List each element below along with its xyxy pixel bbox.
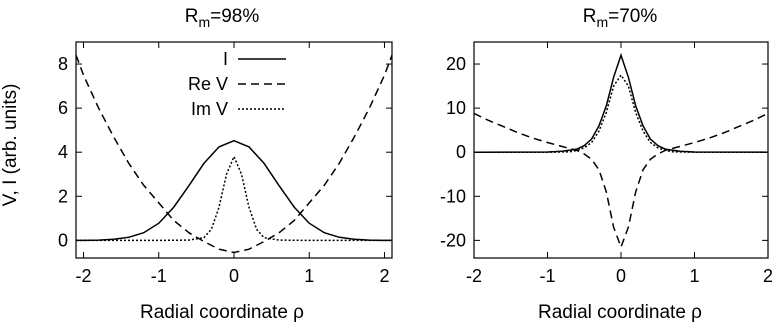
x-tick-label: 1: [689, 266, 699, 286]
x-tick-label: -2: [76, 266, 92, 286]
panel-left-title: Rm=98%: [185, 6, 260, 30]
panel-left-series: [76, 54, 392, 254]
panel-left: Rm=98% V, I (arb. units) Radial coordina…: [0, 6, 393, 323]
series-line-i: [76, 139, 392, 242]
x-tick-label: 0: [229, 266, 239, 286]
x-tick-label: -1: [151, 266, 167, 286]
y-tick-label: 2: [58, 186, 68, 206]
y-tick-label: 0: [456, 142, 466, 162]
x-tick-label: -1: [539, 266, 555, 286]
y-tick-label: -10: [440, 186, 466, 206]
x-tick-label: 2: [379, 266, 389, 286]
series-line-re-v: [76, 54, 392, 254]
y-tick-label: 10: [446, 98, 466, 118]
y-tick-label: 4: [58, 142, 68, 162]
panel-right-xlabel: Radial coordinate ρ: [538, 302, 702, 323]
legend-label: Im V: [191, 99, 228, 119]
series-line-i: [474, 52, 768, 153]
legend-label: I: [223, 49, 228, 69]
panel-left-ticks: -2 -1 0 1 2 0 2 4 6 8: [58, 42, 392, 286]
y-tick-label: 6: [58, 98, 68, 118]
series-line-im-v: [474, 73, 768, 153]
y-tick-label: 20: [446, 54, 466, 74]
y-tick-label: -20: [440, 230, 466, 250]
x-tick-label: 0: [616, 266, 626, 286]
panel-right-series: [474, 52, 768, 250]
panel-left-ylabel: V, I (arb. units): [0, 84, 21, 207]
panel-left-legend: I Re V Im V: [188, 49, 286, 119]
x-tick-label: 2: [763, 266, 772, 286]
panel-right-title: Rm=70%: [583, 6, 658, 30]
y-tick-label: 8: [58, 54, 68, 74]
y-tick-label: 0: [58, 230, 68, 250]
series-line-im-v: [76, 154, 392, 242]
panel-right-frame: [473, 41, 769, 259]
panel-left-xlabel: Radial coordinate ρ: [140, 302, 304, 323]
series-line-re-v: [474, 112, 768, 250]
x-tick-label: 1: [304, 266, 314, 286]
x-tick-label: -2: [466, 266, 482, 286]
panel-right: Rm=70% Radial coordinate ρ -2 -1 0 1 2-20-10…: [440, 6, 772, 323]
panel-left-frame: [75, 41, 393, 259]
legend-label: Re V: [188, 74, 228, 94]
